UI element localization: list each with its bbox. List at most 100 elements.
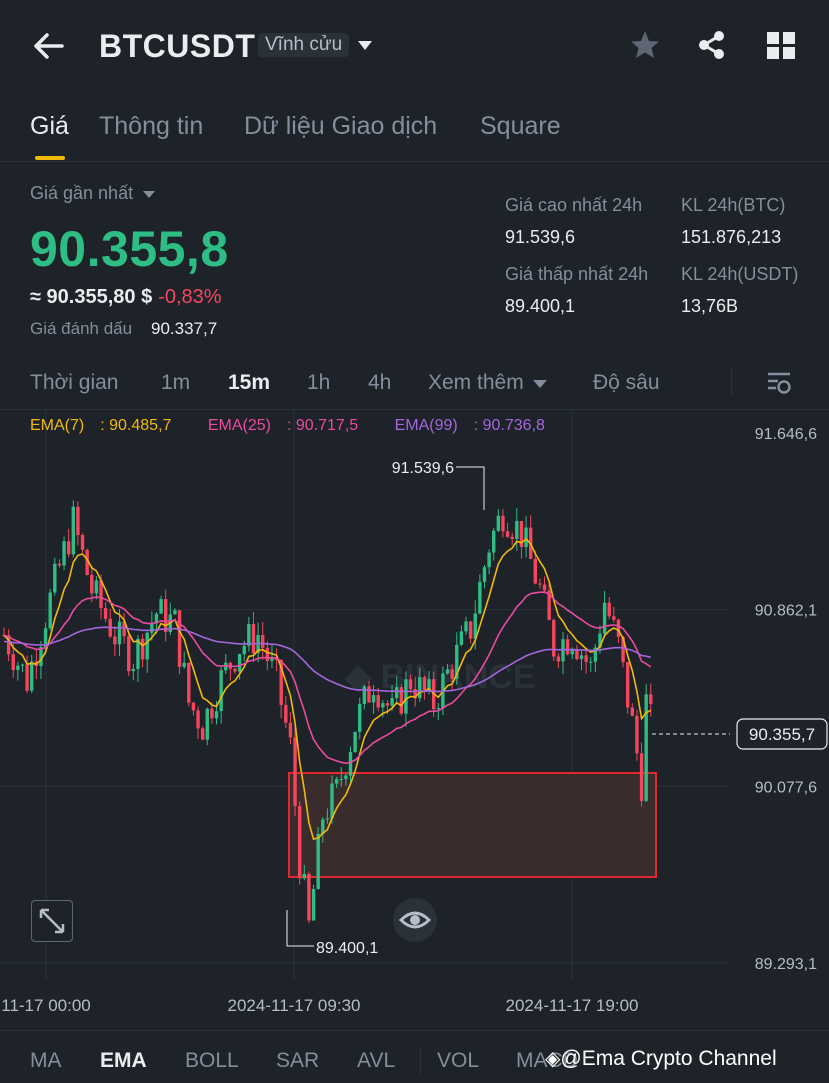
candle-body <box>436 708 440 710</box>
back-arrow-icon[interactable] <box>30 28 66 64</box>
candle-body <box>639 753 644 801</box>
candle-body <box>339 779 343 781</box>
candle-body <box>307 874 311 921</box>
candle-body <box>48 592 52 629</box>
last-price-label[interactable]: Giá gần nhất <box>30 183 156 204</box>
candle-body <box>464 621 468 632</box>
candle-body <box>353 731 357 752</box>
price-chart[interactable]: 91.646,6 90.862,1 90.077,6 89.293,1 11-17 00… <box>0 410 829 1030</box>
indicator-ema[interactable]: EMA <box>100 1049 147 1072</box>
candle-body <box>593 647 598 662</box>
share-icon[interactable] <box>695 28 729 62</box>
candle-body <box>468 621 473 639</box>
candles <box>2 500 653 924</box>
candle-body <box>505 531 510 537</box>
candle-body <box>154 613 159 624</box>
candle-body <box>616 619 621 637</box>
last-price: 90.355,8 <box>30 221 229 277</box>
y-tick-label: 89.293,1 <box>755 956 817 973</box>
divider <box>420 1047 421 1075</box>
indicator-sar[interactable]: SAR <box>276 1049 320 1072</box>
candle-body <box>288 722 293 738</box>
candle-body <box>344 775 348 780</box>
chevron-down-icon[interactable] <box>356 38 374 52</box>
symbol-title[interactable]: BTCUSDT <box>99 28 256 64</box>
candle-body <box>598 633 602 648</box>
interval-1m[interactable]: 1m <box>161 371 191 394</box>
indicator-bar: MA EMA BOLL SAR AVL VOL MACD <box>0 1030 829 1083</box>
candle-body <box>233 668 237 672</box>
demand-zone-box <box>288 772 657 878</box>
candle-body <box>284 704 288 723</box>
candle-body <box>376 695 380 708</box>
candle-body <box>519 521 524 548</box>
candle-body <box>630 707 635 716</box>
candle-body <box>136 638 140 669</box>
high-24h-value: 91.539,6 <box>505 227 576 247</box>
indicator-boll[interactable]: BOLL <box>185 1049 239 1072</box>
candle-body <box>99 580 103 609</box>
star-icon[interactable] <box>628 28 662 62</box>
candle-body <box>145 632 149 660</box>
candle-body <box>53 563 57 593</box>
interval-time[interactable]: Thời gian <box>30 371 119 394</box>
indicator-vol[interactable]: VOL <box>437 1049 480 1072</box>
candle-body <box>552 620 556 657</box>
tab-trading-data[interactable]: Dữ liệu Giao dịch <box>244 112 438 140</box>
interval-4h[interactable]: 4h <box>368 371 392 394</box>
tab-square[interactable]: Square <box>480 112 561 140</box>
candle-body <box>66 541 71 555</box>
candle-body <box>62 541 66 566</box>
candle-body <box>635 715 639 754</box>
candle-body <box>316 833 320 890</box>
candle-body <box>71 506 75 555</box>
candle-body <box>117 621 122 645</box>
candle-body <box>395 687 399 699</box>
candle-body <box>182 662 186 667</box>
interval-depth[interactable]: Độ sâu <box>593 371 660 394</box>
candle-body <box>164 599 168 633</box>
candle-body <box>496 515 501 531</box>
candle-body <box>570 649 574 655</box>
candle-body <box>196 710 200 729</box>
vol-btc-label: KL 24h(BTC) <box>681 195 786 215</box>
candle-body <box>487 552 491 568</box>
candle-body <box>385 703 390 706</box>
candle-body <box>533 558 537 584</box>
candle-body <box>330 783 334 819</box>
ema99-line <box>3 626 651 693</box>
tab-price[interactable]: Giá <box>30 112 69 140</box>
indicator-avl[interactable]: AVL <box>357 1049 396 1072</box>
mark-price-label: Giá đánh dấu <box>30 319 133 338</box>
candle-body <box>612 616 616 620</box>
interval-15m[interactable]: 15m <box>228 371 271 394</box>
candle-body <box>413 689 417 699</box>
candle-body <box>219 670 223 712</box>
interval-bar: Thời gian 1m 15m 1h 4h Xem thêm Độ sâu <box>0 356 829 410</box>
candle-body <box>589 661 593 663</box>
high-24h-label: Giá cao nhất 24h <box>505 195 643 215</box>
high-marker-label: 91.539,6 <box>392 460 454 477</box>
candle-body <box>565 639 570 655</box>
candle-body <box>113 636 117 645</box>
candle-body <box>6 635 11 655</box>
candle-body <box>607 602 611 617</box>
indicator-ma[interactable]: MA <box>30 1049 62 1072</box>
interval-more[interactable]: Xem thêm <box>428 371 548 395</box>
interval-1h[interactable]: 1h <box>307 371 331 394</box>
candle-body <box>297 806 302 879</box>
candle-body <box>371 695 376 703</box>
candle-body <box>348 751 353 776</box>
visibility-button[interactable] <box>393 898 437 942</box>
chart-settings-icon[interactable] <box>765 370 793 396</box>
tab-info[interactable]: Thông tin <box>99 112 204 140</box>
ema7-line <box>3 537 652 841</box>
candle-body <box>455 644 459 679</box>
grid-icon[interactable] <box>764 28 798 62</box>
usd-equivalent: ≈ 90.355,80 $ -0,83% <box>30 286 222 309</box>
top-bar: BTCUSDT Vĩnh cửu <box>0 0 829 92</box>
fullscreen-button[interactable] <box>31 900 73 942</box>
indicator-macd[interactable]: MACD <box>516 1049 578 1072</box>
chart-markers: 91.539,6 89.400,1 90.355,7 <box>286 460 828 957</box>
candle-body <box>247 624 251 646</box>
